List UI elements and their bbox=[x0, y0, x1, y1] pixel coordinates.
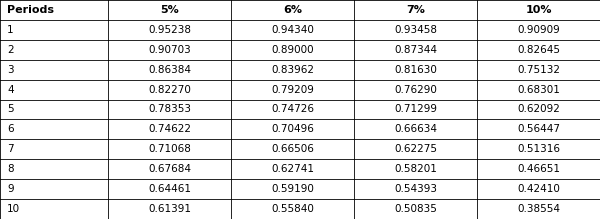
Text: 0.81630: 0.81630 bbox=[394, 65, 437, 75]
Text: 2: 2 bbox=[7, 45, 14, 55]
Text: 0.38554: 0.38554 bbox=[517, 204, 560, 214]
Text: 0.66506: 0.66506 bbox=[271, 144, 314, 154]
Text: 6: 6 bbox=[7, 124, 14, 134]
Text: 0.59190: 0.59190 bbox=[271, 184, 314, 194]
Text: 5: 5 bbox=[7, 104, 14, 115]
Text: 0.66634: 0.66634 bbox=[394, 124, 437, 134]
Text: 0.61391: 0.61391 bbox=[148, 204, 191, 214]
Text: 0.46651: 0.46651 bbox=[517, 164, 560, 174]
Text: 0.87344: 0.87344 bbox=[394, 45, 437, 55]
Text: 0.55840: 0.55840 bbox=[271, 204, 314, 214]
Text: 0.68301: 0.68301 bbox=[517, 85, 560, 95]
Text: 0.82645: 0.82645 bbox=[517, 45, 560, 55]
Text: 10%: 10% bbox=[525, 5, 552, 15]
Text: 0.75132: 0.75132 bbox=[517, 65, 560, 75]
Text: 7: 7 bbox=[7, 144, 14, 154]
Text: 0.70496: 0.70496 bbox=[271, 124, 314, 134]
Text: 6%: 6% bbox=[283, 5, 302, 15]
Text: 9: 9 bbox=[7, 184, 14, 194]
Text: 7%: 7% bbox=[406, 5, 425, 15]
Text: 0.82270: 0.82270 bbox=[148, 85, 191, 95]
Text: Periods: Periods bbox=[7, 5, 54, 15]
Text: 0.74726: 0.74726 bbox=[271, 104, 314, 115]
Text: 0.83962: 0.83962 bbox=[271, 65, 314, 75]
Text: 0.86384: 0.86384 bbox=[148, 65, 191, 75]
Text: 0.62275: 0.62275 bbox=[394, 144, 437, 154]
Text: 10: 10 bbox=[7, 204, 20, 214]
Text: 0.74622: 0.74622 bbox=[148, 124, 191, 134]
Text: 0.89000: 0.89000 bbox=[271, 45, 314, 55]
Text: 8: 8 bbox=[7, 164, 14, 174]
Text: 0.94340: 0.94340 bbox=[271, 25, 314, 35]
Text: 0.67684: 0.67684 bbox=[148, 164, 191, 174]
Text: 0.62741: 0.62741 bbox=[271, 164, 314, 174]
Text: 0.56447: 0.56447 bbox=[517, 124, 560, 134]
Text: 0.76290: 0.76290 bbox=[394, 85, 437, 95]
Text: 4: 4 bbox=[7, 85, 14, 95]
Text: 0.42410: 0.42410 bbox=[517, 184, 560, 194]
Text: 5%: 5% bbox=[160, 5, 179, 15]
Text: 0.95238: 0.95238 bbox=[148, 25, 191, 35]
Text: 0.62092: 0.62092 bbox=[517, 104, 560, 115]
Text: 0.50835: 0.50835 bbox=[394, 204, 437, 214]
Text: 0.79209: 0.79209 bbox=[271, 85, 314, 95]
Text: 3: 3 bbox=[7, 65, 14, 75]
Text: 0.93458: 0.93458 bbox=[394, 25, 437, 35]
Text: 0.54393: 0.54393 bbox=[394, 184, 437, 194]
Text: 1: 1 bbox=[7, 25, 14, 35]
Text: 0.51316: 0.51316 bbox=[517, 144, 560, 154]
Text: 0.64461: 0.64461 bbox=[148, 184, 191, 194]
Text: 0.90909: 0.90909 bbox=[517, 25, 560, 35]
Text: 0.90703: 0.90703 bbox=[148, 45, 191, 55]
Text: 0.78353: 0.78353 bbox=[148, 104, 191, 115]
Text: 0.71299: 0.71299 bbox=[394, 104, 437, 115]
Text: 0.58201: 0.58201 bbox=[394, 164, 437, 174]
Text: 0.71068: 0.71068 bbox=[148, 144, 191, 154]
